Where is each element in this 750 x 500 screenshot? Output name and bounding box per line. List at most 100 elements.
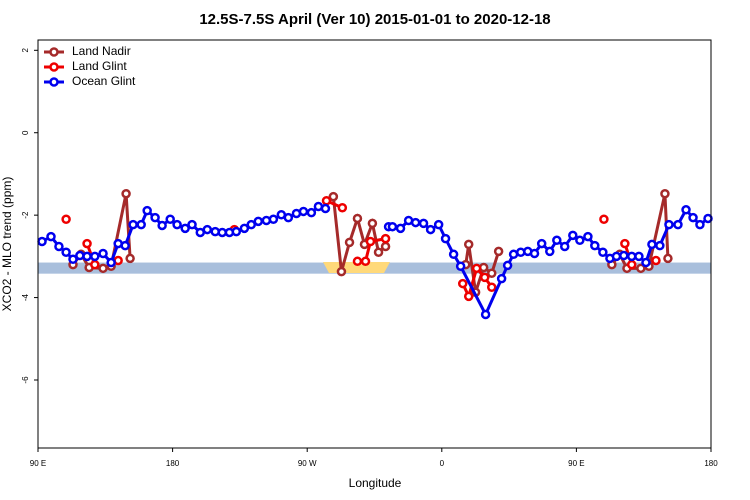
point [545,246,555,257]
point [180,223,190,234]
point [344,237,355,248]
plot [37,188,713,320]
point [120,240,130,251]
point [455,261,466,272]
point [283,212,294,223]
point [336,266,347,277]
point [54,241,64,252]
point [46,231,56,242]
x-tick-label: 180 [166,459,180,468]
point [496,273,507,284]
x-tick-label: 0 [440,459,445,468]
point [125,253,135,264]
point [365,236,376,247]
point [626,259,637,270]
y-axis-label: XCO2 - MLO trend (ppm) [0,177,14,312]
point [165,214,175,225]
point [634,251,644,262]
point [647,239,657,250]
point [187,219,197,230]
point [663,253,673,264]
point [660,188,670,199]
point [598,247,608,257]
point [410,217,421,228]
point [418,218,429,229]
point [337,202,348,213]
point [298,206,309,217]
point [479,272,490,283]
point [636,263,646,274]
point [463,239,474,250]
point [471,263,482,274]
point [128,219,138,230]
point [552,235,562,246]
legend-marker [49,47,59,57]
x-axis-label: Longitude [349,476,402,490]
plot-frame [37,39,712,449]
point [655,240,665,251]
point [82,238,92,249]
point [487,282,497,293]
y-tick-label: -6 [21,376,30,384]
point [651,255,661,266]
point [320,203,331,214]
point [599,214,609,225]
point [352,213,363,224]
legend-marker [49,62,59,72]
point [98,263,108,274]
point [559,241,570,252]
point [703,213,713,224]
y-tick-label: -4 [21,293,30,301]
point [231,226,242,237]
point [487,268,497,279]
x-tick-label: 180 [704,459,718,468]
x-tick-label: 90 E [568,459,584,468]
point [90,259,100,270]
point [157,220,167,231]
point [448,249,459,260]
point [590,240,600,251]
point [664,219,674,230]
point [37,236,47,247]
point [82,251,92,262]
point [493,246,504,257]
point [352,256,363,267]
x-tick-label: 90 W [298,459,317,468]
point [253,216,264,227]
point [306,207,317,218]
point [172,219,182,230]
point [106,257,116,268]
point [641,257,651,268]
point [202,224,213,235]
point [502,260,513,271]
point [457,278,468,289]
point [90,251,100,262]
point [360,256,371,267]
point [688,212,698,223]
point [620,238,630,249]
point [246,219,257,230]
point [433,219,444,230]
point [150,212,160,223]
point [673,219,683,230]
point [268,214,279,225]
point [367,218,378,229]
y-tick-label: 0 [21,130,30,135]
point [463,291,474,302]
point [121,188,131,199]
point [328,191,339,202]
point [480,309,491,320]
point [395,223,406,234]
point [440,233,451,244]
point [380,233,391,244]
point [136,219,146,230]
point [583,231,593,242]
point [568,230,578,241]
point [75,250,85,261]
legend-label: Land Nadir [72,44,131,58]
point [695,219,705,230]
point [239,223,250,234]
legend-label: Land Glint [72,59,127,73]
legend-label: Ocean Glint [72,74,136,88]
